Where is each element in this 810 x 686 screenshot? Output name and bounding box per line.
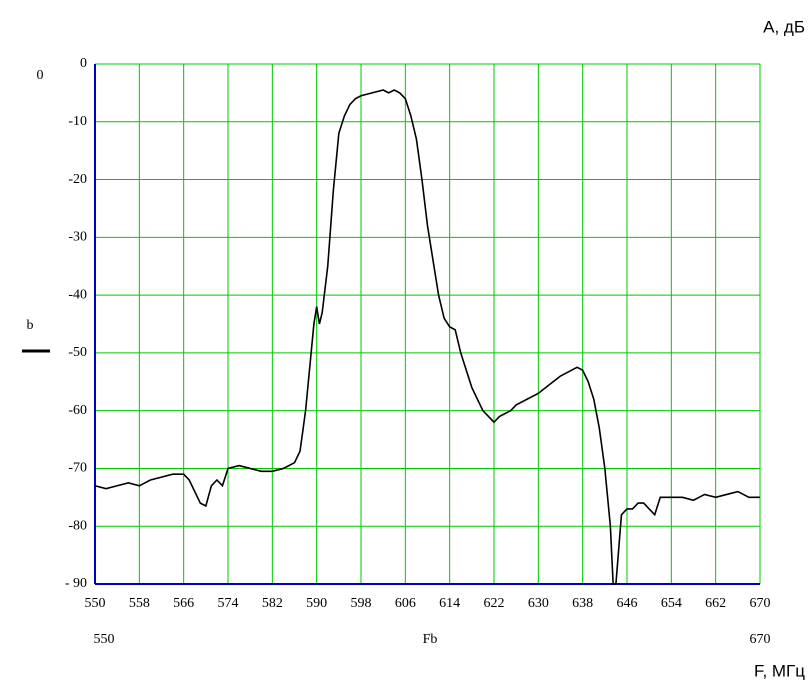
x-tick-label: 670 [750, 596, 771, 611]
y-tick-label: -10 [68, 114, 87, 129]
y-tick-label: - 90 [65, 576, 87, 591]
x-tick-label: 630 [528, 596, 549, 611]
x-tick-label: 622 [484, 596, 505, 611]
x-tick-label: 590 [306, 596, 327, 611]
y-tick-label: -50 [68, 345, 87, 360]
y-unit-label: А, дБ [763, 17, 805, 36]
y-tick-label: -80 [68, 518, 87, 533]
x-tick-label: 646 [617, 596, 638, 611]
y-tick-label: -70 [68, 461, 87, 476]
x-tick-label: 582 [262, 596, 283, 611]
bottom-label: 670 [750, 632, 771, 647]
y-tick-label: 0 [80, 56, 87, 71]
bottom-label: Fb [423, 632, 438, 647]
x-tick-label: 550 [85, 596, 106, 611]
y-tick-label: -60 [68, 403, 87, 418]
data-line [94, 89, 760, 585]
x-tick-label: 574 [218, 596, 239, 611]
x-tick-label: 606 [395, 596, 416, 611]
x-tick-label: 558 [129, 596, 150, 611]
bottom-label: 550 [94, 632, 115, 647]
corner-label: 0 [37, 68, 44, 83]
x-unit-label: F, МГц [754, 661, 805, 680]
y-tick-label: -40 [68, 287, 87, 302]
y-tick-label: -30 [68, 230, 87, 245]
x-tick-label: 654 [661, 596, 682, 611]
x-tick-label: 598 [351, 596, 372, 611]
x-tick-label: 662 [705, 596, 726, 611]
legend-label: b [27, 318, 34, 333]
x-tick-label: 566 [173, 596, 194, 611]
x-tick-label: 638 [572, 596, 593, 611]
x-tick-label: 614 [439, 596, 460, 611]
y-tick-label: -20 [68, 172, 87, 187]
